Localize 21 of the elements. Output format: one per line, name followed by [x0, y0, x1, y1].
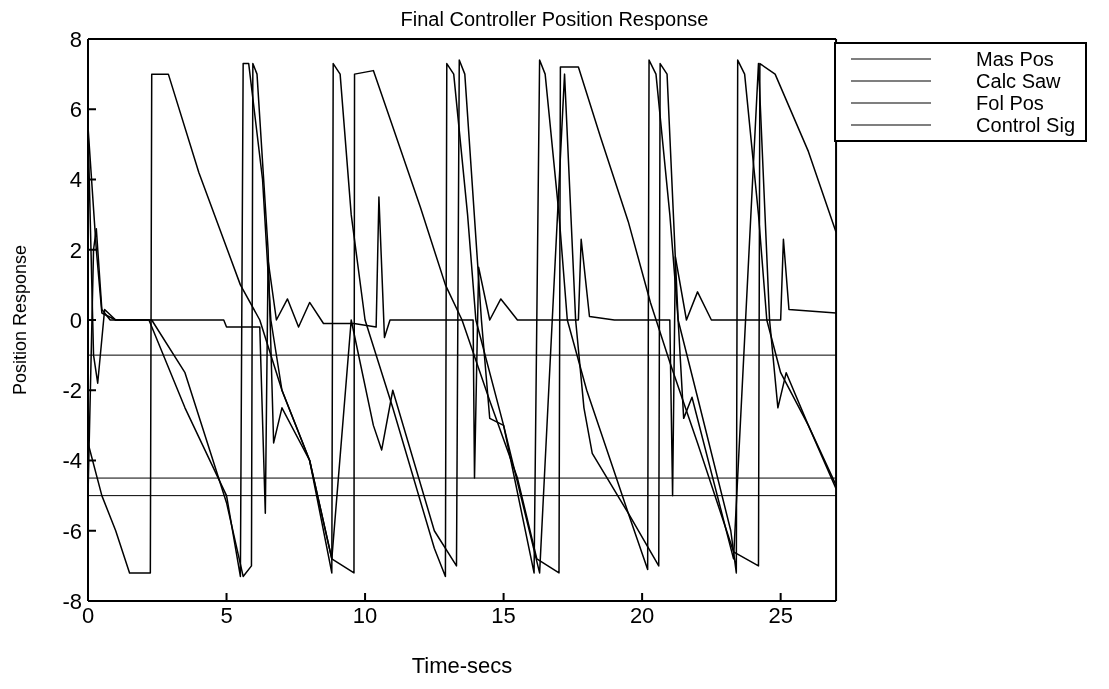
- x-tick-label: 15: [491, 602, 516, 628]
- x-tick-label: 25: [768, 602, 793, 628]
- y-tick-label: 8: [69, 26, 82, 52]
- x-tick-label: 5: [220, 602, 233, 628]
- y-axis-title: Position Response: [10, 244, 31, 396]
- chart-title: Final Controller Position Response: [400, 8, 709, 30]
- y-tick-label: -4: [62, 448, 82, 474]
- y-tick-label: 4: [69, 167, 82, 193]
- y-tick-label: 6: [69, 97, 82, 123]
- x-axis-title: Time-secs: [411, 653, 513, 678]
- y-tick-label: -2: [62, 378, 82, 404]
- x-tick-label: 10: [352, 602, 378, 628]
- y-tick-label: 2: [69, 237, 82, 263]
- legend-label: Mas Pos: [976, 47, 1054, 71]
- legend-label: Fol Pos: [976, 91, 1044, 115]
- x-tick-label: 20: [629, 602, 655, 628]
- y-tick-label: -6: [62, 518, 82, 544]
- legend-label: Calc Saw: [976, 69, 1061, 93]
- y-tick-label: 0: [69, 307, 82, 333]
- legend-label: Control Sig: [976, 113, 1075, 137]
- y-tick-label: -8: [62, 588, 82, 614]
